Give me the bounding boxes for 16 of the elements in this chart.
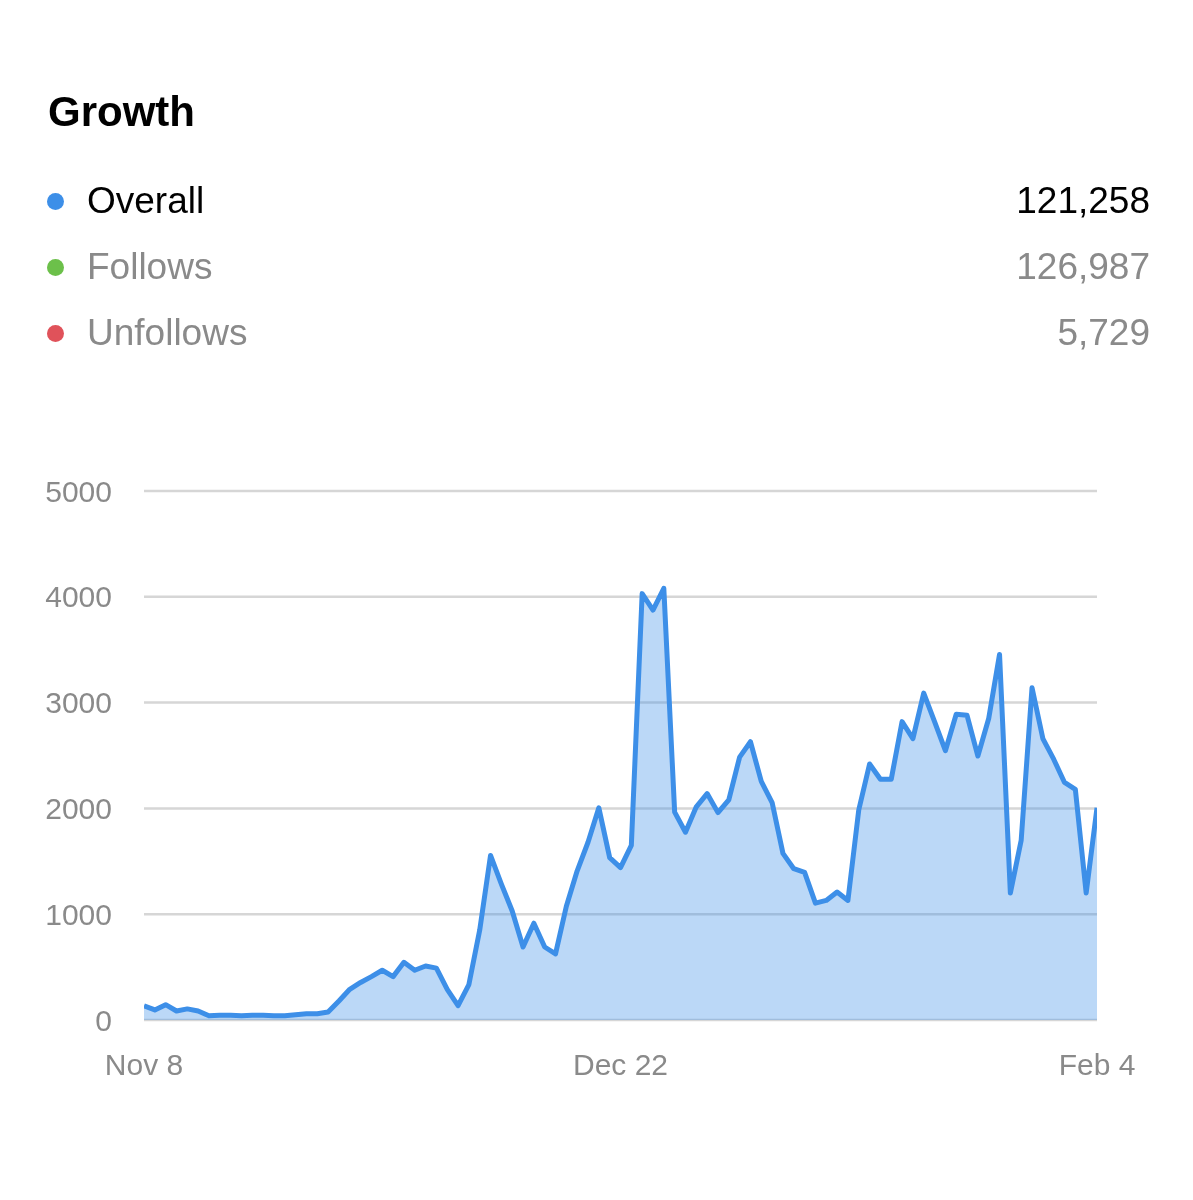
text: 126,987 xyxy=(1016,246,1150,288)
x-tick-label: Nov 8 xyxy=(104,1048,184,1082)
chart-title: Growth xyxy=(48,88,195,136)
x-tick-label: Dec 22 xyxy=(572,1048,669,1082)
legend-label: Unfollows xyxy=(87,312,249,354)
y-tick-label: 0 xyxy=(95,1003,112,1037)
x-tick-label: Feb 4 xyxy=(1058,1048,1136,1082)
y-tick-label: 1000 xyxy=(45,897,112,931)
y-tick-label: 2000 xyxy=(45,792,112,826)
text: 121,258 xyxy=(1016,180,1150,222)
legend-label: Overall xyxy=(87,180,206,222)
legend-label: Follows xyxy=(87,246,214,288)
text: 5,729 xyxy=(1057,312,1150,354)
y-tick-label: 3000 xyxy=(45,686,112,720)
y-tick-label: 5000 xyxy=(45,474,112,508)
y-tick-label: 4000 xyxy=(45,580,112,614)
